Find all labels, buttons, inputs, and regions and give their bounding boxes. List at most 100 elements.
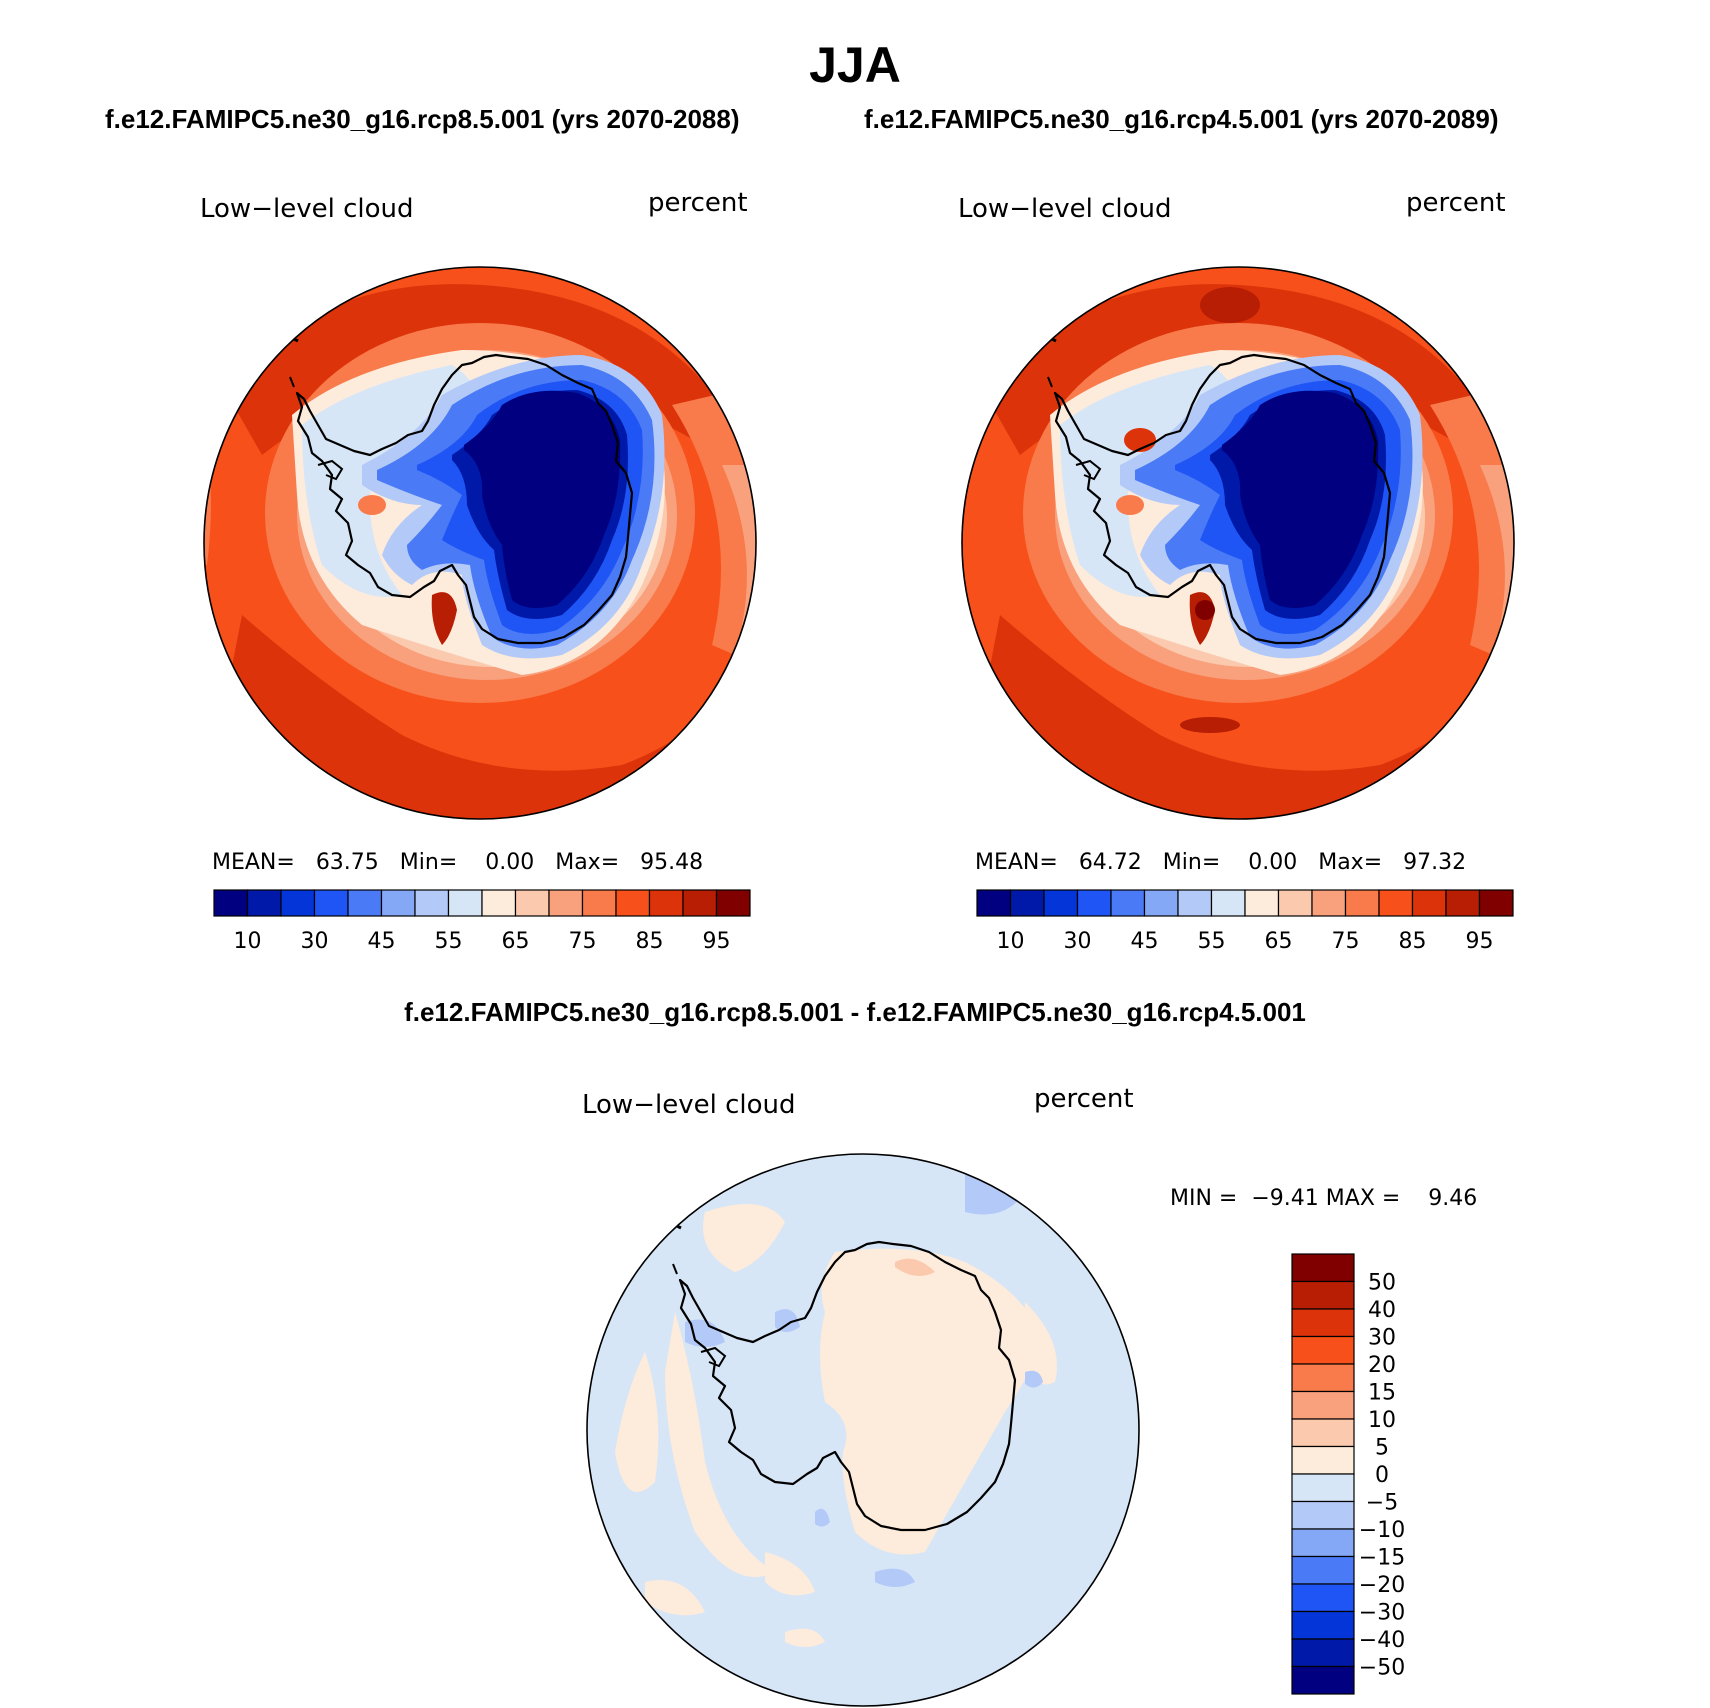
panel-2-colorbar-tick-label: 55 — [1198, 929, 1226, 954]
diff-colorbar-tick-label: −5 — [1366, 1491, 1398, 1516]
diff-colorbar-tick-label: 20 — [1368, 1353, 1396, 1378]
panel-2-max-value: 97.32 — [1403, 850, 1467, 875]
diff-colorbar-tick-label: −20 — [1359, 1573, 1405, 1598]
diff-colorbar-tick-label: 40 — [1368, 1298, 1396, 1323]
panel-2-colorbar-swatch — [1277, 889, 1313, 917]
panel-2-colorbar-swatch — [1411, 889, 1447, 917]
panel-1-colorbar-tick-label: 30 — [301, 929, 329, 954]
difference-title: f.e12.FAMIPC5.ne30_g16.rcp8.5.001 - f.e1… — [404, 997, 1306, 1027]
diff-colorbar-swatch — [1291, 1253, 1355, 1283]
panel-1-colorbar-swatch — [581, 889, 617, 917]
panel-2-colorbar-tick-label: 65 — [1265, 929, 1293, 954]
panel-1-colorbar-swatch — [380, 889, 416, 917]
panel-2-stats: MEAN= 64.72 Min= 0.00 Max= 97.32 — [975, 850, 1466, 875]
panel-1-colorbar-swatch — [648, 889, 684, 917]
panel-2-colorbar-swatch — [1076, 889, 1112, 917]
panel-1-colorbar-swatch — [414, 889, 450, 917]
figure-title: JJA — [809, 37, 901, 93]
panel-2-colorbar-swatch — [1311, 889, 1347, 917]
diff-colorbar-tick-label: −50 — [1359, 1656, 1405, 1681]
panel-1-max-value: 95.48 — [640, 850, 704, 875]
panel-2-colorbar-swatch — [1344, 889, 1380, 917]
panel-1-colorbar-swatch — [246, 889, 282, 917]
panel-2-colorbar-tick-label: 85 — [1399, 929, 1427, 954]
panel-2-colorbar-swatch — [1378, 889, 1414, 917]
diff-colorbar-swatch — [1291, 1335, 1355, 1365]
diff-colorbar-tick-label: −15 — [1359, 1546, 1405, 1571]
panel-2-colorbar-tick-label: 30 — [1064, 929, 1092, 954]
panel-2-colorbar-tick-label: 75 — [1332, 929, 1360, 954]
panel-2-min-value: 0.00 — [1248, 850, 1298, 875]
diff-colorbar-swatch — [1291, 1445, 1355, 1475]
diff-colorbar-tick-label: 5 — [1375, 1436, 1389, 1461]
panel-2-colorbar-tick-label: 45 — [1131, 929, 1159, 954]
diff-variable: Low−level cloud — [582, 1090, 796, 1120]
diff-colorbar-tick-label: −30 — [1359, 1601, 1405, 1626]
panel-2-colorbar-swatch — [1445, 889, 1481, 917]
panel-1-colorbar-tick-label: 45 — [368, 929, 396, 954]
panel-1-mean-value: 63.75 — [315, 850, 379, 875]
panel-2-case-title: f.e12.FAMIPC5.ne30_g16.rcp4.5.001 (yrs 2… — [864, 104, 1499, 134]
panel-1-colorbar-swatch — [447, 889, 483, 917]
diff-colorbar-swatch — [1291, 1638, 1355, 1668]
panel-1-colorbar-tick-label: 65 — [502, 929, 530, 954]
panel-2-colorbar-swatch — [1478, 889, 1514, 917]
diff-stats: MIN = −9.41 MAX = 9.46 — [1170, 1186, 1477, 1211]
panel-1-colorbar-tick-label: 75 — [569, 929, 597, 954]
panel-1-colorbar-tick-label: 85 — [636, 929, 664, 954]
panel-2-mean-label: MEAN= — [975, 850, 1058, 875]
panel-2-units: percent — [1406, 188, 1506, 218]
panel-1-colorbar-swatch — [481, 889, 517, 917]
diff-colorbar-swatch — [1291, 1418, 1355, 1448]
panel-1-units: percent — [648, 188, 748, 218]
diff-colorbar-swatch — [1291, 1610, 1355, 1640]
diff-colorbar-swatch — [1291, 1390, 1355, 1420]
panel-2-colorbar-swatch — [1009, 889, 1045, 917]
panel-2-max-label: Max= — [1318, 850, 1383, 875]
panel-1-case-title: f.e12.FAMIPC5.ne30_g16.rcp8.5.001 (yrs 2… — [105, 104, 740, 134]
diff-colorbar-swatch — [1291, 1363, 1355, 1393]
diff-min-value: −9.41 — [1251, 1186, 1319, 1211]
panel-2-min-label: Min= — [1162, 850, 1221, 875]
diff-units: percent — [1034, 1084, 1134, 1114]
diff-colorbar-tick-label: 30 — [1368, 1326, 1396, 1351]
diff-colorbar-swatch — [1291, 1308, 1355, 1338]
diff-colorbar-tick-label: 10 — [1368, 1408, 1396, 1433]
panel-1-colorbar-swatch — [548, 889, 584, 917]
panel-1-colorbar-swatch — [514, 889, 550, 917]
diff-colorbar-tick-label: −10 — [1359, 1518, 1405, 1543]
panel-1-colorbar-tick-label: 55 — [435, 929, 463, 954]
panel-2-mean-value: 64.72 — [1078, 850, 1142, 875]
panel-2-colorbar-tick-label: 95 — [1466, 929, 1494, 954]
panel-1-variable: Low−level cloud — [200, 194, 414, 224]
diff-colorbar-tick-label: 50 — [1368, 1271, 1396, 1296]
panel-2-colorbar-swatch — [976, 889, 1012, 917]
panel-1-min-value: 0.00 — [485, 850, 535, 875]
panel-2-colorbar-swatch — [1043, 889, 1079, 917]
difference-map — [586, 1153, 1140, 1707]
panel-2-colorbar-tick-label: 10 — [997, 929, 1025, 954]
panel-1-colorbar-tick-label: 10 — [234, 929, 262, 954]
diff-colorbar-swatch — [1291, 1583, 1355, 1613]
panel-2-colorbar-swatch — [1110, 889, 1146, 917]
panel-1-colorbar-swatch — [213, 889, 249, 917]
panel-2-colorbar-swatch — [1244, 889, 1280, 917]
diff-colorbar-swatch — [1291, 1280, 1355, 1310]
panel-1-colorbar-swatch — [313, 889, 349, 917]
diff-colorbar-swatch — [1291, 1555, 1355, 1585]
panel-1-min-label: Min= — [399, 850, 458, 875]
panel-2-colorbar-swatch — [1143, 889, 1179, 917]
diff-colorbar-swatch — [1291, 1665, 1355, 1695]
panel-1-colorbar-swatch — [615, 889, 651, 917]
panel-2-colorbar-swatch — [1177, 889, 1213, 917]
diff-min-label: MIN = — [1170, 1186, 1238, 1211]
diff-colorbar-swatch — [1291, 1500, 1355, 1530]
diff-colorbar-swatch — [1291, 1473, 1355, 1503]
panel-2-colorbar: 10 30 45 55 65 75 85 95 — [976, 889, 1514, 954]
panel-1-colorbar-swatch — [682, 889, 718, 917]
diff-colorbar-tick-label: 15 — [1368, 1381, 1396, 1406]
panel-1-colorbar-swatch — [715, 889, 751, 917]
panel-1-colorbar-tick-label: 95 — [703, 929, 731, 954]
panel-1-max-label: Max= — [555, 850, 620, 875]
